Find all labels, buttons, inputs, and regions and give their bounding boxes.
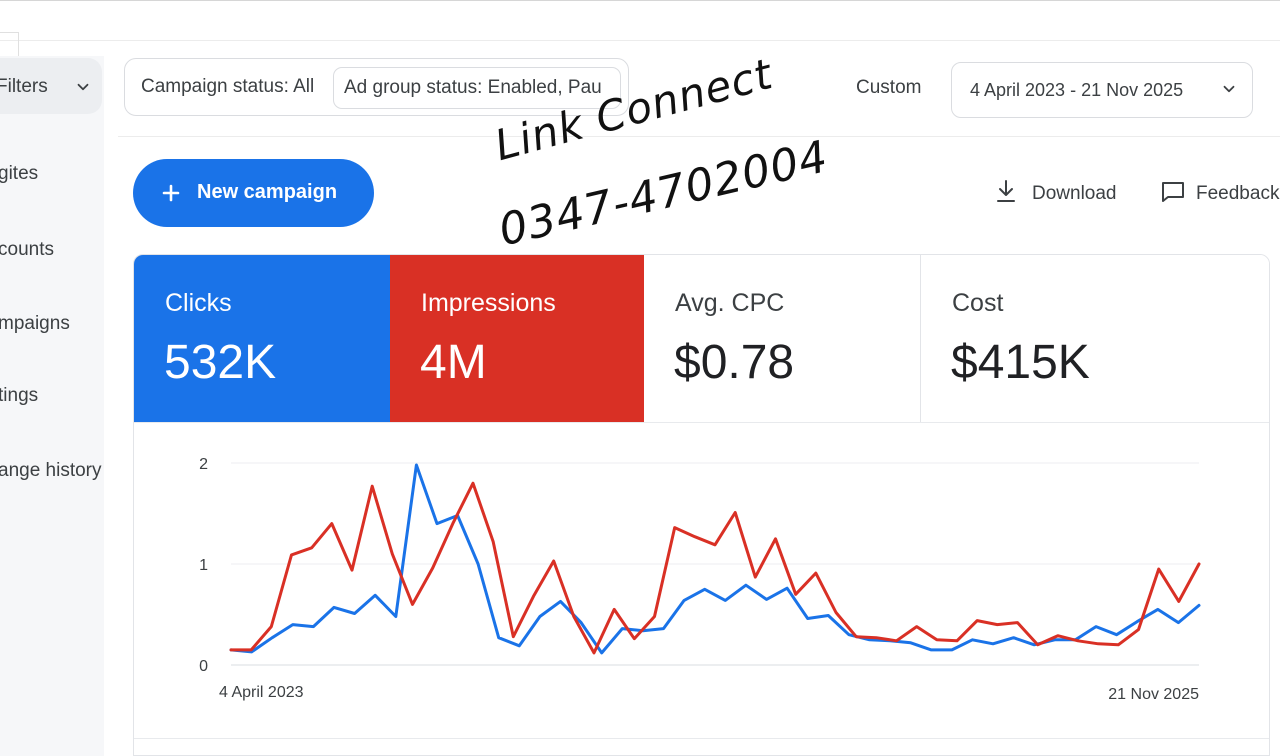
download-icon xyxy=(997,180,1015,202)
filters-toggle[interactable]: Filters xyxy=(0,58,102,114)
date-range-label: Custom xyxy=(856,77,922,98)
chevron-down-icon xyxy=(1223,85,1235,93)
ad-group-status-chip[interactable]: Ad group status: Enabled, Pau xyxy=(333,67,621,109)
filters-label: Filters xyxy=(0,76,48,97)
sidebar-item-settings[interactable]: tings xyxy=(0,385,39,406)
sidebar-item-insights[interactable]: gites xyxy=(0,163,39,184)
metric-label: Impressions xyxy=(421,289,556,317)
metric-value: 4M xyxy=(420,336,487,389)
metric-value: 532K xyxy=(164,336,277,389)
campaign-status-filter[interactable]: Campaign status: All xyxy=(141,76,315,97)
chart-axis-labels: 4 April 2023 21 Nov 2025 0 1 2 xyxy=(199,456,1199,703)
sidebar-item-campaigns[interactable]: mpaigns xyxy=(0,313,70,334)
metric-value: $415K xyxy=(951,336,1090,389)
date-range-picker[interactable]: 4 April 2023 - 21 Nov 2025 xyxy=(951,62,1253,118)
top-border xyxy=(0,0,1280,1)
header-divider xyxy=(0,40,1280,41)
sidebar-item-change-history[interactable]: ange history xyxy=(0,460,102,481)
performance-chart: 4 April 2023 21 Nov 2025 0 1 2 xyxy=(199,456,1201,703)
metric-label: Cost xyxy=(952,289,1004,317)
x-axis-start-label: 4 April 2023 xyxy=(219,684,304,701)
metric-value: $0.78 xyxy=(674,336,795,389)
new-campaign-label: New campaign xyxy=(197,181,338,203)
metric-avg-cpc[interactable]: Avg. CPC $0.78 xyxy=(644,255,921,422)
toolbar-divider xyxy=(118,136,1280,137)
date-range-value: 4 April 2023 - 21 Nov 2025 xyxy=(970,80,1184,100)
metric-label: Clicks xyxy=(165,289,232,317)
series-line-clicks xyxy=(229,463,1201,655)
card-divider xyxy=(134,422,1269,423)
metric-label: Avg. CPC xyxy=(675,289,785,317)
sidebar: Filters gites counts mpaigns tings ange … xyxy=(0,56,104,756)
feedback-label: Feedback xyxy=(1196,183,1280,204)
series-line-impressions xyxy=(229,481,1201,655)
new-campaign-button[interactable]: New campaign xyxy=(133,159,374,227)
chevron-down-icon xyxy=(77,83,89,91)
filter-bar: Campaign status: All Ad group status: En… xyxy=(124,58,629,116)
chart-bottom-border xyxy=(134,738,1269,739)
download-label: Download xyxy=(1032,183,1117,204)
ad-group-status-filter: Ad group status: Enabled, Pau xyxy=(344,77,602,98)
y-axis-tick-label: 2 xyxy=(199,456,208,473)
chart-series xyxy=(229,463,1201,655)
metric-impressions[interactable]: Impressions 4M xyxy=(390,255,644,422)
y-axis-tick-label: 0 xyxy=(199,658,208,675)
x-axis-end-label: 21 Nov 2025 xyxy=(1108,686,1199,703)
feedback-icon xyxy=(1162,182,1184,202)
performance-card: Clicks 532K Impressions 4M Avg. CPC $0.7… xyxy=(133,254,1270,756)
chart-grid xyxy=(231,462,1199,666)
metric-cost[interactable]: Cost $415K xyxy=(921,255,1269,422)
sidebar-item-accounts[interactable]: counts xyxy=(0,239,54,260)
y-axis-tick-label: 1 xyxy=(199,557,208,574)
metric-clicks[interactable]: Clicks 532K xyxy=(134,255,390,422)
plus-icon xyxy=(162,184,180,202)
